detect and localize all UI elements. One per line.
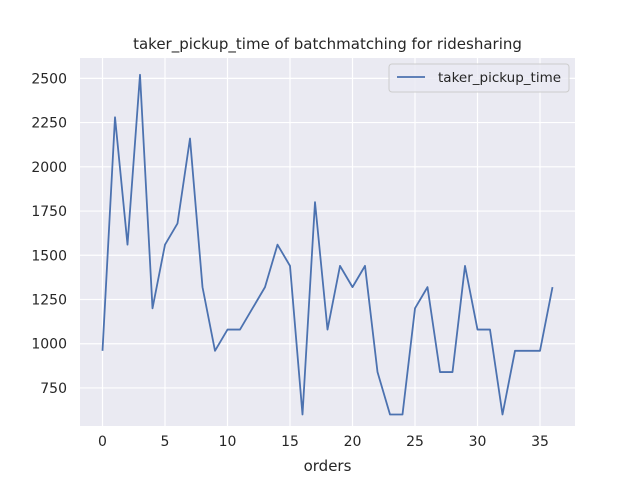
y-tick-label: 1750 xyxy=(31,204,67,220)
chart-title: taker_pickup_time of batchmatching for r… xyxy=(133,35,522,54)
y-tick-label: 1000 xyxy=(31,337,67,353)
x-tick-label: 5 xyxy=(161,434,170,450)
x-tick-label: 0 xyxy=(98,434,107,450)
x-tick-labels: 0 5 10 15 20 25 30 35 xyxy=(98,434,549,450)
y-tick-labels: 750 1000 1250 1500 1750 2000 2250 2500 xyxy=(31,71,67,397)
x-axis-label: orders xyxy=(304,457,352,475)
y-tick-label: 1250 xyxy=(31,293,67,309)
x-tick-label: 35 xyxy=(531,434,549,450)
y-tick-label: 2250 xyxy=(31,116,67,132)
y-tick-label: 1500 xyxy=(31,248,67,264)
x-tick-label: 30 xyxy=(469,434,487,450)
y-tick-label: 2500 xyxy=(31,71,67,87)
x-tick-label: 25 xyxy=(406,434,424,450)
legend: taker_pickup_time xyxy=(389,64,569,92)
x-tick-label: 20 xyxy=(344,434,362,450)
x-tick-label: 10 xyxy=(219,434,237,450)
x-tick-label: 15 xyxy=(281,434,299,450)
plot-area xyxy=(80,58,575,426)
legend-label: taker_pickup_time xyxy=(438,70,561,86)
y-tick-label: 2000 xyxy=(31,160,67,176)
y-tick-label: 750 xyxy=(40,381,67,397)
